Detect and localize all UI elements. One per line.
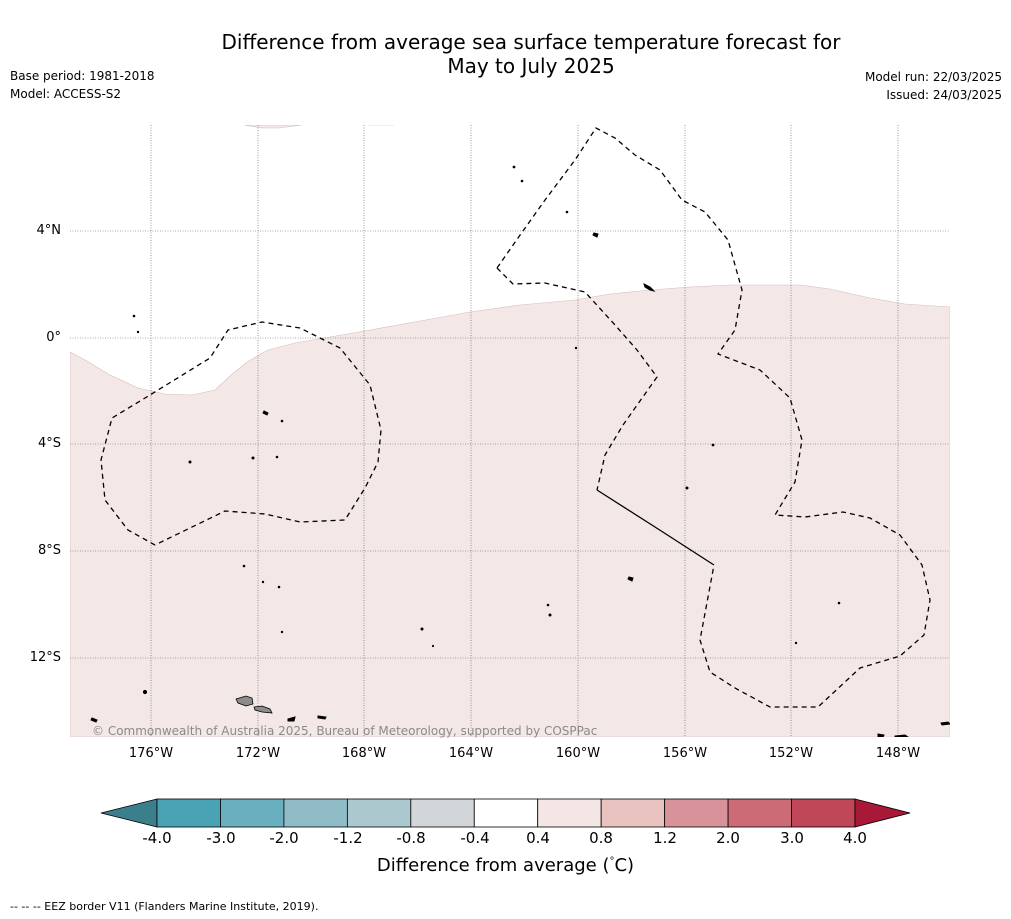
- samoa-upolu: [253, 705, 273, 714]
- cbar-tick: 4.0: [843, 829, 867, 847]
- meta-left: Base period: 1981-2018 Model: ACCESS-S2: [10, 67, 155, 103]
- lon-label-172w: 172°W: [235, 746, 281, 761]
- anomaly-region-top-1: [243, 125, 303, 129]
- colorbar-segment: [346, 798, 412, 828]
- cbar-tick: 0.4: [526, 829, 550, 847]
- colorbar-segment: [791, 798, 856, 828]
- meta-right: Model run: 22/03/2025 Issued: 24/03/2025: [865, 68, 1002, 104]
- lon-label-148w: 148°W: [875, 746, 921, 761]
- map-title: Difference from average sea surface temp…: [0, 30, 1011, 78]
- model-run: Model run: 22/03/2025: [864, 70, 1002, 84]
- model-name: Model: ACCESS-S2: [10, 87, 122, 101]
- colorbar-segments: [100, 798, 911, 828]
- cbar-tick: 2.0: [716, 829, 740, 847]
- lat-label-4s: 4°S: [37, 436, 61, 451]
- colorbar-label-unit: C): [614, 855, 635, 876]
- colorbar-segment: [664, 798, 729, 828]
- colorbar-segment: [156, 798, 221, 828]
- lat-label-8s: 8°S: [37, 543, 61, 558]
- cbar-tick: -1.2: [333, 829, 363, 847]
- eez-boundary-solid: [596, 489, 715, 566]
- eez-legend-note: -- -- -- EEZ border V11 (Flanders Marine…: [10, 900, 319, 913]
- map-credit: © Commonwealth of Australia 2025, Bureau…: [92, 724, 598, 738]
- colorbar-label: Difference from average (°C): [0, 855, 1011, 876]
- title-line-1: Difference from average sea surface temp…: [221, 30, 841, 54]
- cbar-tick: 0.8: [589, 829, 613, 847]
- lon-label-168w: 168°W: [341, 746, 387, 761]
- eez-tokelau: [100, 321, 382, 546]
- colorbar-segment: [410, 798, 475, 828]
- lon-label-160w: 160°W: [555, 746, 601, 761]
- lon-label-156w: 156°W: [662, 746, 708, 761]
- colorbar-segment: [537, 798, 602, 828]
- cbar-tick: 1.2: [653, 829, 677, 847]
- islands: [90, 165, 950, 737]
- eez-borders: [100, 127, 931, 708]
- anomaly-region-main: [70, 284, 950, 737]
- eez-phoenix-line: [496, 127, 931, 708]
- colorbar-segment: [600, 798, 666, 828]
- title-line-2: May to July 2025: [447, 54, 615, 78]
- base-period: Base period: 1981-2018: [10, 69, 155, 83]
- lat-label-4n: 4°N: [36, 223, 62, 238]
- colorbar-segment: [473, 798, 539, 828]
- colorbar-segment: [727, 798, 792, 828]
- lat-label-0: 0°: [46, 330, 61, 345]
- cbar-tick: -3.0: [206, 829, 236, 847]
- colorbar-extend-high: [854, 798, 911, 828]
- samoa-savaii: [235, 695, 254, 707]
- lon-label-152w: 152°W: [768, 746, 814, 761]
- gridlines: [70, 125, 950, 737]
- cbar-tick: -4.0: [142, 829, 172, 847]
- cbar-tick: -2.0: [269, 829, 299, 847]
- colorbar-segment: [283, 798, 348, 828]
- cbar-tick: 3.0: [780, 829, 804, 847]
- colorbar-segment: [220, 798, 285, 828]
- issued-date: Issued: 24/03/2025: [886, 88, 1002, 102]
- cbar-tick: -0.8: [396, 829, 426, 847]
- cbar-tick: -0.4: [460, 829, 490, 847]
- lon-label-164w: 164°W: [448, 746, 494, 761]
- lat-label-12s: 12°S: [29, 650, 61, 665]
- lon-label-176w: 176°W: [128, 746, 174, 761]
- eez-phoenix-inner: [496, 267, 658, 491]
- colorbar-label-text: Difference from average (: [376, 855, 610, 876]
- colorbar-extend-low: [100, 798, 158, 828]
- degree-sign: °: [609, 856, 615, 867]
